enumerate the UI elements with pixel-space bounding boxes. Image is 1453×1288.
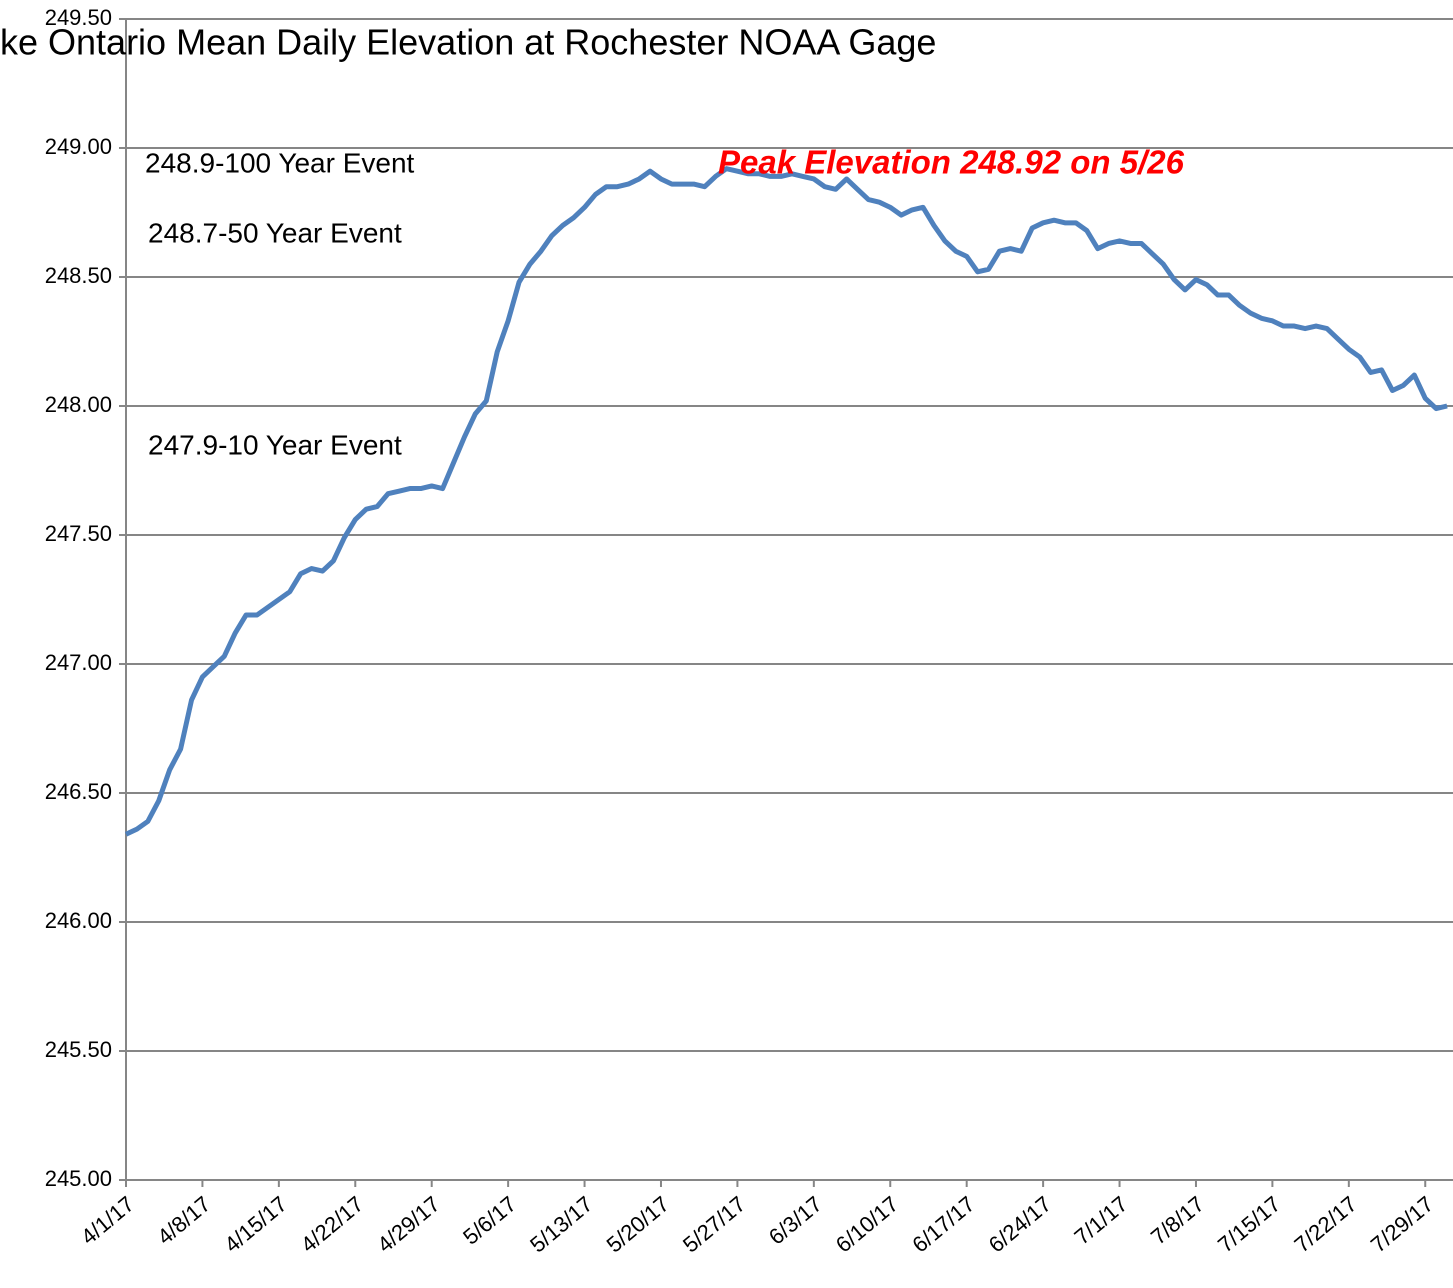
y-tick-label: 245.50 bbox=[45, 1037, 112, 1062]
x-tick-label: 4/1/17 bbox=[76, 1191, 139, 1249]
x-tick-label: 7/1/17 bbox=[1070, 1191, 1133, 1249]
x-tick-label: 4/29/17 bbox=[372, 1191, 444, 1257]
x-tick-label: 5/20/17 bbox=[602, 1191, 674, 1257]
y-tick-label: 249.00 bbox=[45, 134, 112, 159]
data-line bbox=[124, 166, 1448, 837]
x-tick-label: 7/29/17 bbox=[1366, 1191, 1438, 1257]
annotation: 248.7-50 Year Event bbox=[148, 217, 402, 248]
plot-area: 245.00 245.50 246.00 246.50 247.00 247.50 248.… bbox=[45, 5, 1453, 1257]
y-tick-label: 246.50 bbox=[45, 779, 112, 804]
y-tick-label: 249.50 bbox=[45, 5, 112, 30]
x-tick-label: 6/24/17 bbox=[984, 1191, 1056, 1257]
x-tick-label: 5/13/17 bbox=[525, 1191, 597, 1257]
y-tick-label: 245.00 bbox=[45, 1166, 112, 1191]
y-tick-label: 247.00 bbox=[45, 650, 112, 675]
x-tick-label: 6/3/17 bbox=[764, 1191, 827, 1249]
x-tick-label: 4/8/17 bbox=[152, 1191, 215, 1249]
x-tick-label: 5/27/17 bbox=[678, 1191, 750, 1257]
chart-title: ke Ontario Mean Daily Elevation at Roche… bbox=[0, 22, 936, 63]
x-tick-label: 6/10/17 bbox=[831, 1191, 903, 1257]
x-tick-label: 7/8/17 bbox=[1146, 1191, 1209, 1249]
x-tick-label: 4/15/17 bbox=[220, 1191, 292, 1257]
peak-annotation: Peak Elevation 248.92 on 5/26 bbox=[718, 144, 1185, 181]
x-tick-label: 7/22/17 bbox=[1289, 1191, 1361, 1257]
y-tick-label: 248.50 bbox=[45, 263, 112, 288]
y-tick-label: 247.50 bbox=[45, 521, 112, 546]
y-tick-label: 248.00 bbox=[45, 392, 112, 417]
x-tick-label: 6/17/17 bbox=[907, 1191, 979, 1257]
x-tick-label: 7/15/17 bbox=[1213, 1191, 1285, 1257]
y-tick-label: 246.00 bbox=[45, 908, 112, 933]
annotation: 248.9-100 Year Event bbox=[145, 147, 415, 178]
annotation: 247.9-10 Year Event bbox=[148, 429, 402, 460]
x-tick-label: 5/6/17 bbox=[458, 1191, 521, 1249]
x-tick-label: 4/22/17 bbox=[296, 1191, 368, 1257]
